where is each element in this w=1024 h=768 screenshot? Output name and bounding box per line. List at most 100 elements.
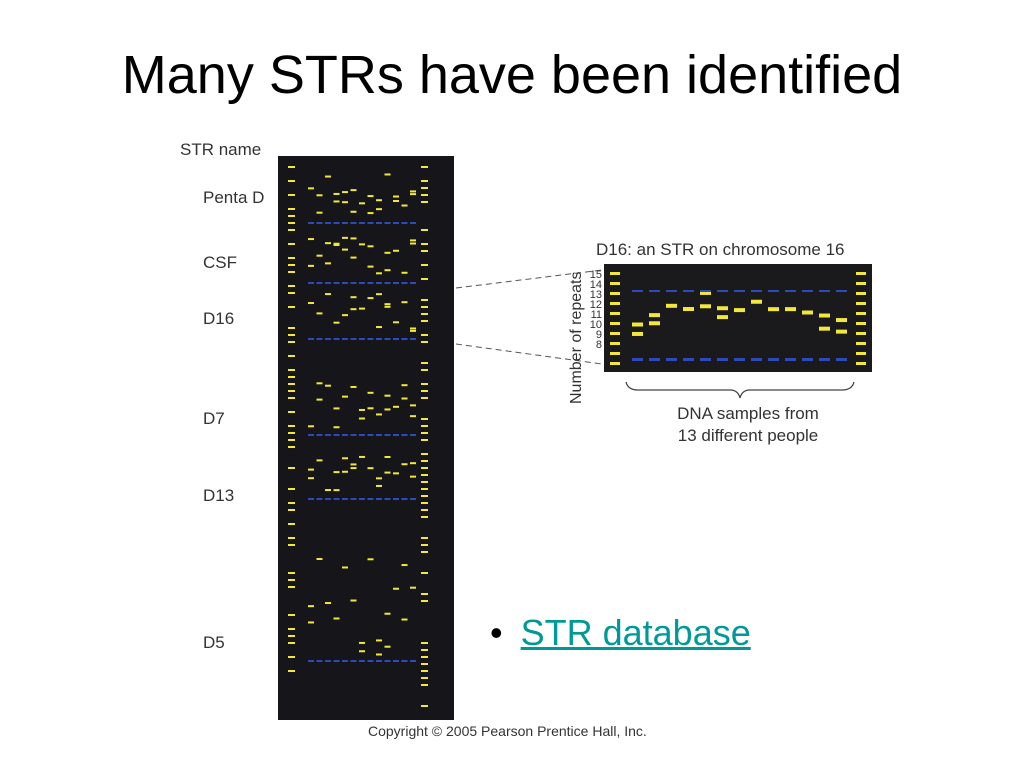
- sample-band: [384, 251, 391, 254]
- sample-band: [333, 244, 340, 247]
- sample-band: [632, 331, 643, 336]
- sample-band: [350, 210, 357, 213]
- ladder-band: [856, 312, 866, 315]
- sample-band: [384, 269, 391, 272]
- sample-band: [683, 307, 694, 312]
- sample-band: [410, 415, 416, 418]
- sample-band: [401, 564, 408, 567]
- marker-band: [342, 498, 348, 500]
- sample-band: [308, 302, 314, 305]
- sample-band: [333, 200, 340, 203]
- marker-band: [308, 434, 314, 436]
- sample-band: [410, 404, 416, 407]
- marker-band: [401, 660, 408, 662]
- marker-band: [325, 434, 331, 436]
- sample-band: [333, 242, 340, 245]
- sample-band: [333, 321, 340, 324]
- ladder-band: [288, 425, 295, 427]
- marker-band: [342, 660, 348, 662]
- ladder-band: [288, 502, 295, 504]
- marker-band: [401, 338, 408, 340]
- ladder-band: [288, 208, 295, 210]
- marker-band: [401, 282, 408, 284]
- ladder-band: [288, 264, 295, 266]
- sample-band: [308, 621, 314, 624]
- ladder-band: [288, 355, 295, 357]
- marker-band: [384, 282, 391, 284]
- sample-band: [401, 301, 408, 304]
- marker-band: [325, 338, 331, 340]
- sample-band: [325, 384, 331, 387]
- marker-band: [384, 222, 391, 224]
- dna-samples-caption: DNA samples from 13 different people: [628, 403, 868, 447]
- ladder-band: [421, 418, 428, 420]
- sample-band: [367, 245, 374, 248]
- sample-band: [393, 472, 399, 475]
- ladder-band: [421, 495, 428, 497]
- sample-band: [342, 457, 348, 460]
- repeat-tick: 14: [589, 279, 602, 291]
- marker-band: [401, 434, 408, 436]
- marker-band: [802, 358, 813, 361]
- sample-band: [367, 558, 374, 561]
- repeat-tick: 9: [595, 329, 602, 341]
- marker-band: [410, 222, 416, 224]
- zoom-gel-bands: [610, 272, 866, 365]
- str-database-link[interactable]: STR database: [520, 612, 751, 653]
- str-label-penta-d: Penta D: [203, 188, 265, 207]
- ladder-band: [856, 272, 866, 275]
- ladder-band: [421, 166, 428, 168]
- sample-band: [376, 293, 382, 296]
- ladder-band: [610, 342, 620, 345]
- marker-band: [359, 338, 365, 340]
- sample-band: [384, 612, 391, 615]
- sample-band: [308, 468, 314, 471]
- sample-band: [376, 272, 382, 275]
- ladder-band: [288, 537, 295, 539]
- ladder-band: [288, 285, 295, 287]
- marker-band: [350, 434, 357, 436]
- marker-band: [342, 222, 348, 224]
- marker-band: [333, 222, 340, 224]
- sample-band: [410, 475, 416, 478]
- ladder-band: [288, 523, 295, 525]
- marker-band: [325, 282, 331, 284]
- sample-band: [785, 307, 796, 312]
- sample-band: [325, 175, 331, 178]
- marker-band: [325, 222, 331, 224]
- ladder-band: [421, 649, 428, 651]
- marker-band: [393, 222, 399, 224]
- ladder-band: [288, 397, 295, 399]
- marker-band: [308, 338, 314, 340]
- zoom-panel-title: D16: an STR on chromosome 16: [596, 240, 845, 259]
- ladder-band: [421, 705, 428, 707]
- sample-band: [410, 239, 416, 242]
- marker-band: [393, 660, 399, 662]
- sample-band: [401, 397, 408, 400]
- marker-band: [384, 660, 391, 662]
- ladder-band: [856, 292, 866, 295]
- marker-band: [350, 660, 357, 662]
- sample-band: [649, 321, 660, 326]
- ladder-band: [288, 488, 295, 490]
- marker-band: [316, 282, 323, 284]
- str-label-csf: CSF: [203, 253, 237, 272]
- sample-band: [410, 329, 416, 332]
- sample-band: [350, 599, 357, 602]
- sample-band: [350, 237, 357, 240]
- ladder-band: [421, 488, 428, 490]
- sample-band: [342, 201, 348, 204]
- marker-band: [836, 290, 847, 292]
- marker-band: [316, 338, 323, 340]
- sample-band: [666, 303, 677, 308]
- ladder-band: [610, 362, 620, 365]
- marker-band: [785, 290, 796, 292]
- marker-band: [350, 222, 357, 224]
- marker-band: [632, 290, 643, 292]
- sample-band: [342, 395, 348, 398]
- ladder-band: [421, 516, 428, 518]
- bullet-item: • STR database: [490, 612, 751, 654]
- sample-band: [350, 467, 357, 470]
- sample-band: [316, 312, 323, 315]
- marker-band: [333, 282, 340, 284]
